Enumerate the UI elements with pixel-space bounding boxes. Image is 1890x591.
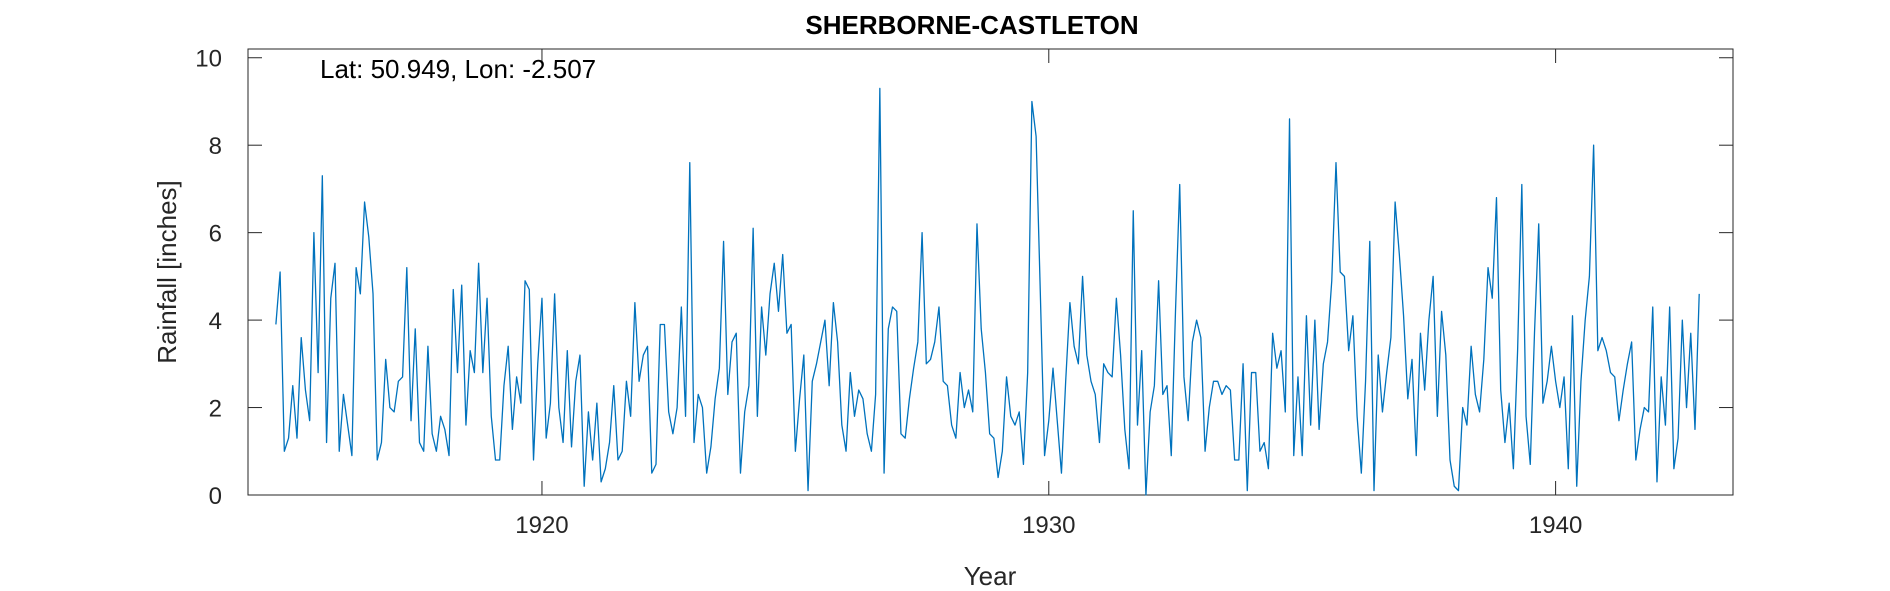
y-tick-label: 0 — [209, 483, 222, 510]
x-axis-label: Year — [964, 561, 1017, 591]
y-axis-label: Rainfall [inches] — [152, 180, 182, 364]
y-tick-label: 8 — [209, 133, 222, 160]
plot-area — [247, 48, 1734, 496]
rainfall-series-line — [275, 87, 1700, 496]
y-tick-label: 6 — [209, 221, 222, 248]
x-tick-label: 1940 — [1529, 512, 1582, 539]
chart-title: SHERBORNE-CASTLETON — [805, 10, 1138, 40]
tick-marks — [248, 49, 1733, 496]
y-tick-label: 2 — [209, 396, 222, 423]
x-tick-label: 1920 — [515, 512, 568, 539]
y-tick-label: 10 — [195, 46, 222, 73]
location-annotation: Lat: 50.949, Lon: -2.507 — [320, 54, 596, 84]
tick-labels: 1920 1930 1940 0 2 4 6 8 10 — [195, 46, 1582, 539]
x-tick-label: 1930 — [1022, 512, 1075, 539]
y-tick-label: 4 — [209, 308, 222, 335]
